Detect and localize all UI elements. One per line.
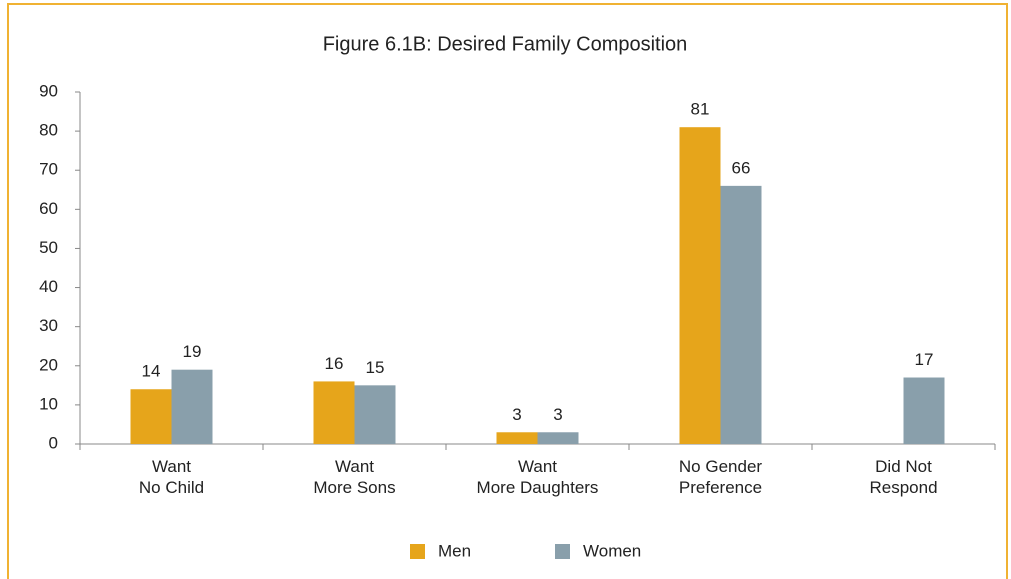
chart-title: Figure 6.1B: Desired Family Composition xyxy=(323,33,688,55)
value-label: 19 xyxy=(183,342,202,361)
x-tick-label-line: Did Not xyxy=(875,457,932,476)
bar xyxy=(130,389,172,444)
x-tick-label-line: Want xyxy=(152,457,191,476)
y-tick-label: 80 xyxy=(39,121,58,140)
y-tick-label: 0 xyxy=(49,433,58,452)
legend-label: Women xyxy=(583,541,641,560)
y-tick-label: 50 xyxy=(39,238,58,257)
y-tick-label: 70 xyxy=(39,160,58,179)
x-tick-label: No Gender Preference xyxy=(679,457,762,497)
x-tick-label-line: Want xyxy=(518,457,557,476)
frame xyxy=(7,3,1008,579)
y-tick-label: 90 xyxy=(39,81,58,100)
x-tick-label: Want No Child xyxy=(139,457,204,497)
value-label: 81 xyxy=(691,100,710,119)
x-tick-label-line: No Gender xyxy=(679,457,762,476)
y-tick-label: 20 xyxy=(39,355,58,374)
value-label: 16 xyxy=(325,354,344,373)
value-label: 14 xyxy=(142,362,161,381)
bar xyxy=(679,127,721,444)
x-tick-label-line: More Daughters xyxy=(477,478,599,497)
y-tick-label: 30 xyxy=(39,316,58,335)
x-tick-label-line: More Sons xyxy=(313,478,395,497)
x-tick-label-line: Want xyxy=(335,457,374,476)
x-tick-label-line: Preference xyxy=(679,478,762,497)
y-tick-label: 60 xyxy=(39,199,58,218)
x-tick-label: Want More Sons xyxy=(313,457,395,497)
bar xyxy=(496,432,538,444)
value-label: 3 xyxy=(553,405,562,424)
bar xyxy=(903,377,945,444)
bar xyxy=(720,185,762,444)
bar xyxy=(313,381,355,444)
value-label: 15 xyxy=(366,358,385,377)
y-tick-label: 10 xyxy=(39,394,58,413)
bar xyxy=(537,432,579,444)
value-label: 17 xyxy=(915,350,934,369)
legend-label: Men xyxy=(438,541,471,560)
y-tick-label: 40 xyxy=(39,277,58,296)
x-tick-label: Want More Daughters xyxy=(477,457,599,497)
x-tick-label: Did Not Respond xyxy=(869,457,937,497)
bar xyxy=(171,369,213,444)
value-label: 66 xyxy=(732,158,751,177)
value-label: 3 xyxy=(512,405,521,424)
legend-swatch xyxy=(410,544,425,559)
x-tick-label-line: Respond xyxy=(869,478,937,497)
x-tick-label-line: No Child xyxy=(139,478,204,497)
bar xyxy=(354,385,396,444)
legend-swatch xyxy=(555,544,570,559)
